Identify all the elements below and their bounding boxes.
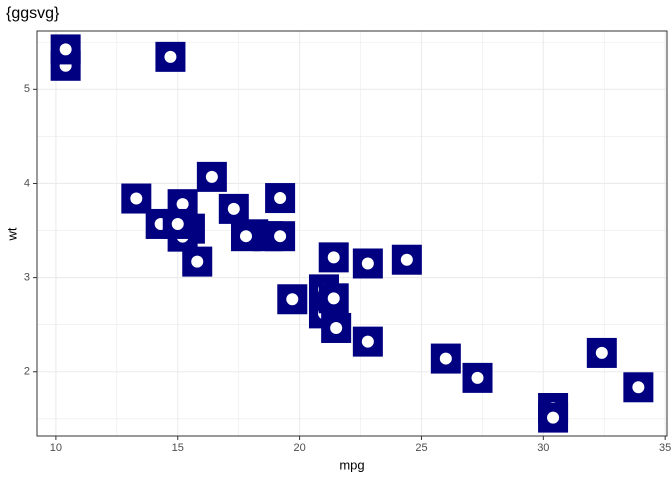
point-dot: [327, 292, 340, 305]
point-dot: [361, 335, 374, 348]
point-dot: [164, 50, 177, 63]
x-tick-label: 30: [537, 442, 549, 454]
point-dot: [286, 293, 299, 306]
x-axis-title: mpg: [339, 457, 364, 472]
point-dot: [400, 253, 413, 266]
point-dot: [547, 411, 560, 424]
point-dot: [330, 321, 343, 334]
panel-border: [36, 30, 668, 437]
point-dot: [130, 192, 143, 205]
point-dot: [632, 381, 645, 394]
y-tick-label: 2: [24, 366, 30, 378]
y-axis-title: wt: [4, 227, 19, 241]
point-dot: [439, 352, 452, 365]
y-tick-label: 3: [24, 272, 30, 284]
x-tick-label: 10: [50, 442, 62, 454]
point-dot: [239, 230, 252, 243]
x-tick-label: 20: [293, 442, 305, 454]
y-tick-label: 4: [24, 177, 30, 189]
x-tick-label: 15: [172, 442, 184, 454]
point-dot: [471, 371, 484, 384]
point-dot: [176, 198, 189, 211]
chart-title: {ggsvg}: [6, 5, 60, 22]
point-dot: [59, 43, 72, 56]
point-dot: [274, 230, 287, 243]
point-dot: [361, 257, 374, 270]
point-dot: [327, 251, 340, 264]
panel-background: [37, 31, 667, 436]
x-tick-label: 25: [415, 442, 427, 454]
x-tick-label: 35: [659, 442, 671, 454]
point-dot: [191, 255, 204, 268]
point-dot: [595, 346, 608, 359]
point-dot: [274, 192, 287, 205]
y-tick-label: 5: [24, 83, 30, 95]
point-dot: [227, 202, 240, 215]
point-dot: [171, 217, 184, 230]
point-dot: [205, 170, 218, 183]
